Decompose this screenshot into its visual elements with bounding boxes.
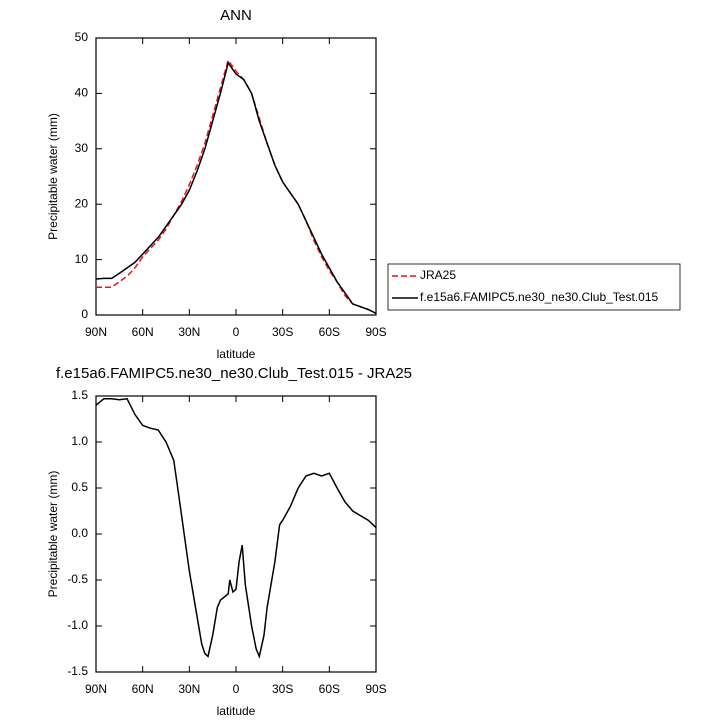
x-tick-label: 60N bbox=[132, 682, 154, 696]
y-tick-label: -1.0 bbox=[67, 618, 88, 632]
x-tick-label: 60S bbox=[319, 325, 340, 339]
x-tick-label: 0 bbox=[233, 325, 240, 339]
chart-title: f.e15a6.FAMIPC5.ne30_ne30.Club_Test.015 … bbox=[56, 365, 412, 382]
y-tick-label: 0.5 bbox=[71, 480, 88, 494]
x-tick-label: 90N bbox=[85, 682, 107, 696]
y-tick-label: 10 bbox=[75, 252, 89, 266]
y-tick-label: 1.5 bbox=[71, 388, 88, 402]
y-tick-label: -1.5 bbox=[67, 664, 88, 678]
y-axis-label: Precipitable water (mm) bbox=[46, 113, 60, 240]
y-tick-label: 0.0 bbox=[71, 526, 88, 540]
x-tick-label: 90S bbox=[365, 682, 386, 696]
data-line bbox=[95, 61, 377, 314]
y-axis-label: Precipitable water (mm) bbox=[46, 471, 60, 598]
y-tick-label: 30 bbox=[75, 141, 89, 155]
x-axis-label: latitude bbox=[217, 704, 256, 718]
legend-box bbox=[387, 263, 681, 311]
legend-label: JRA25 bbox=[420, 268, 456, 282]
x-axis-label: latitude bbox=[217, 347, 256, 361]
x-tick-label: 90N bbox=[85, 325, 107, 339]
y-tick-label: 40 bbox=[75, 86, 89, 100]
x-tick-label: 60N bbox=[132, 325, 154, 339]
x-tick-label: 90S bbox=[365, 325, 386, 339]
data-line bbox=[96, 58, 377, 314]
x-tick-label: 0 bbox=[233, 682, 240, 696]
y-tick-label: 50 bbox=[75, 30, 89, 44]
y-tick-label: 0 bbox=[81, 307, 88, 321]
plot-frame bbox=[95, 37, 377, 316]
legend-label: f.e15a6.FAMIPC5.ne30_ne30.Club_Test.015 bbox=[420, 290, 658, 304]
x-tick-label: 30N bbox=[178, 682, 200, 696]
y-tick-label: -0.5 bbox=[67, 572, 88, 586]
chart-title: ANN bbox=[220, 7, 252, 24]
x-tick-label: 30N bbox=[178, 325, 200, 339]
data-line bbox=[95, 397, 377, 659]
plot-frame bbox=[95, 395, 377, 673]
y-tick-label: 20 bbox=[75, 196, 89, 210]
x-tick-label: 30S bbox=[272, 682, 293, 696]
x-tick-label: 30S bbox=[272, 325, 293, 339]
x-tick-label: 60S bbox=[319, 682, 340, 696]
y-tick-label: 1.0 bbox=[71, 434, 88, 448]
